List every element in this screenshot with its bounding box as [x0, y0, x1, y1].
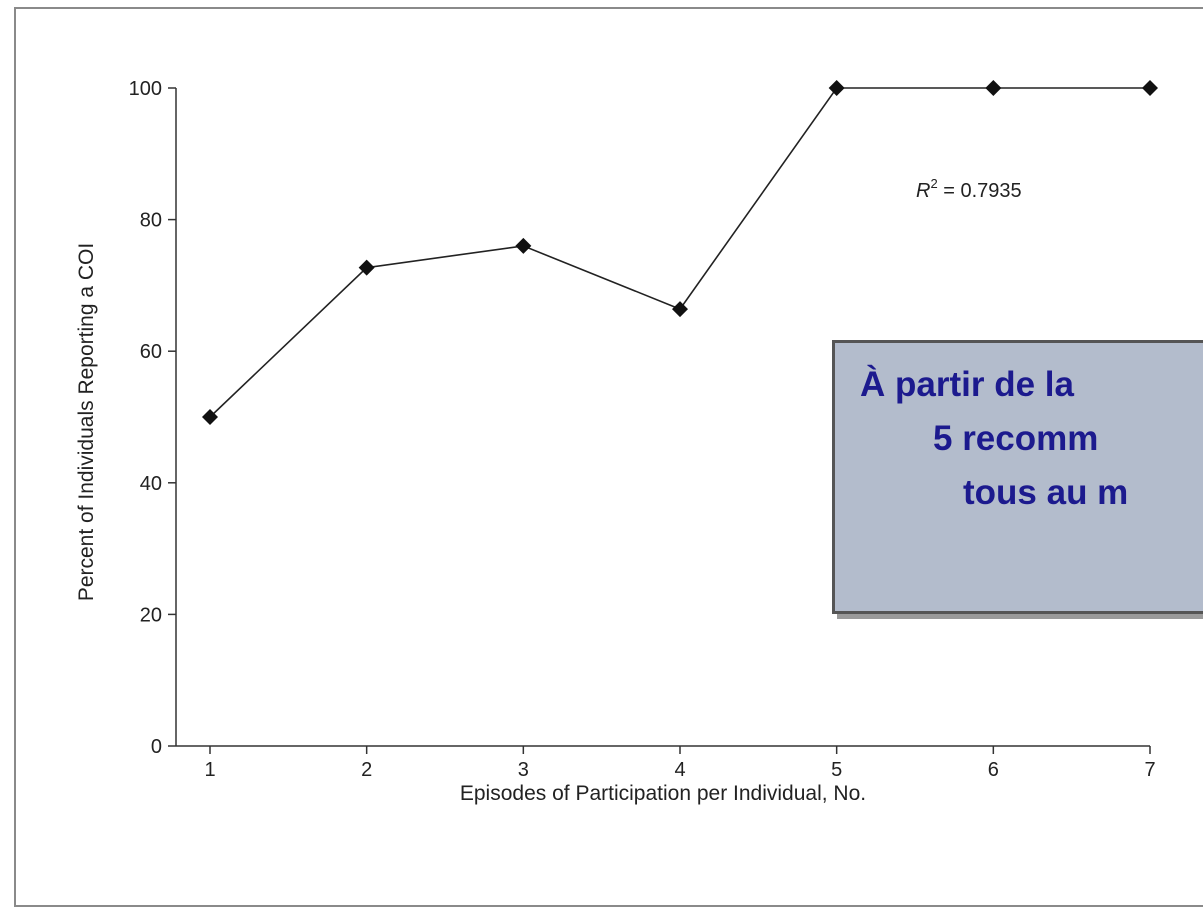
callout-line-2: 5 recomm [933, 419, 1099, 458]
r-value: = 0.7935 [938, 180, 1022, 202]
chart-axes [175, 88, 1150, 747]
data-point-5 [828, 80, 845, 96]
data-point-4 [672, 301, 688, 318]
data-point-3 [515, 237, 532, 254]
x-tick-label: 1 [204, 759, 215, 781]
data-point-2 [358, 259, 375, 276]
x-axis-title: Episodes of Participation per Individual… [460, 782, 866, 805]
y-tick-label: 0 [151, 736, 162, 758]
x-axis-ticks: 1 2 3 4 5 6 7 [204, 746, 1156, 781]
data-series [202, 80, 1158, 425]
x-tick-label: 6 [988, 759, 999, 781]
data-point-7 [1142, 80, 1158, 96]
r-superscript: 2 [930, 176, 937, 191]
callout-line-3: tous au m [963, 473, 1129, 512]
r-squared-annotation: R2 = 0.7935 [916, 176, 1022, 202]
r-symbol: R [916, 180, 930, 202]
x-tick-label: 2 [361, 759, 372, 781]
x-tick-label: 3 [518, 759, 529, 781]
x-tick-label: 7 [1144, 759, 1155, 781]
y-tick-label: 80 [140, 210, 162, 232]
y-tick-label: 100 [129, 78, 162, 100]
y-axis-title: Percent of Individuals Reporting a COI [75, 243, 98, 601]
callout-box: À partir de la 5 recomm tous au m [832, 340, 1203, 614]
y-tick-label: 40 [140, 473, 162, 495]
x-tick-label: 4 [674, 759, 685, 781]
data-point-6 [985, 80, 1002, 96]
callout-line-1: À partir de la [860, 365, 1074, 404]
y-axis-ticks: 0 20 40 60 80 100 [129, 78, 176, 758]
y-tick-label: 60 [140, 341, 162, 363]
data-point-1 [202, 409, 218, 425]
x-tick-label: 5 [831, 759, 842, 781]
y-tick-label: 20 [140, 604, 162, 626]
